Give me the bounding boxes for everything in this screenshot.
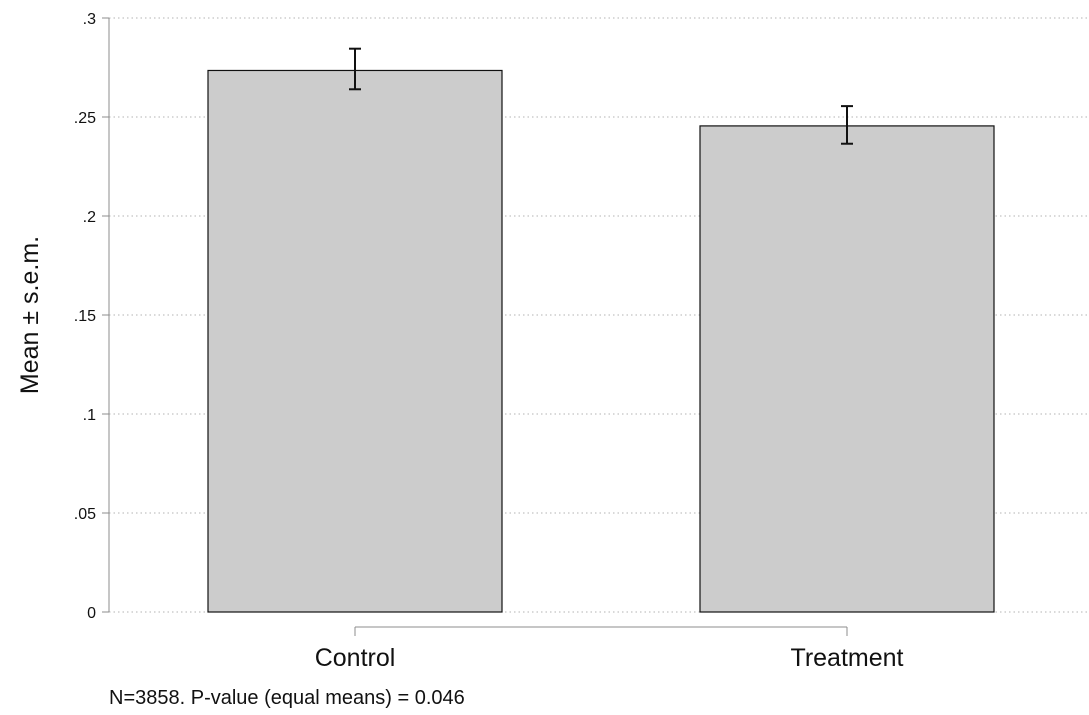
y-tick-label: .3: [83, 11, 96, 28]
y-tick-label: .25: [74, 110, 96, 127]
error-bar-control: [349, 47, 361, 91]
labels: Mean ± s.e.m. N=3858. P-value (equal mea…: [16, 236, 465, 709]
x-tick-label-treatment: Treatment: [790, 644, 903, 672]
error-bar-treatment: [841, 105, 853, 145]
y-tick-label: .1: [83, 407, 96, 424]
error-bars: [349, 47, 853, 145]
axes: 0 .05 .1 .15 .2 .25 .3 Control Treatment: [74, 11, 904, 672]
bar-control: [207, 69, 503, 613]
chart-note: N=3858. P-value (equal means) = 0.046: [109, 687, 465, 709]
y-axis-label: Mean ± s.e.m.: [16, 236, 44, 394]
y-tick-label: .15: [74, 308, 96, 325]
bars: [207, 69, 995, 613]
x-tick-label-control: Control: [315, 644, 396, 672]
y-tick-label: .2: [83, 209, 96, 226]
y-tick-label: .05: [74, 506, 96, 523]
y-tick-label: 0: [87, 605, 96, 622]
bar-treatment: [699, 125, 995, 613]
